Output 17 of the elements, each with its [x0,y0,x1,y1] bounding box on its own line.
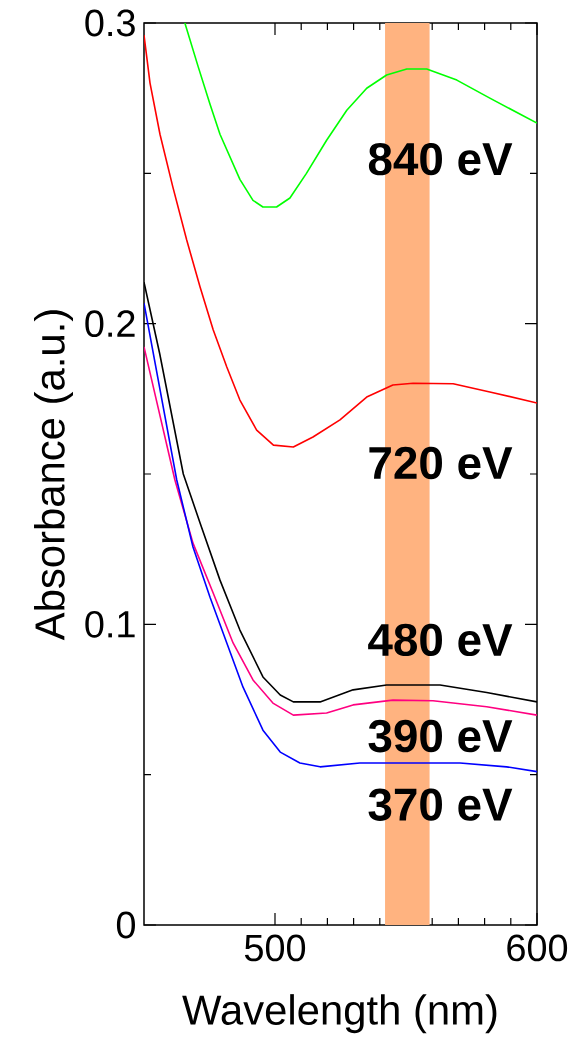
y-axis-title: Absorbance (a.u.) [34,310,73,641]
y-tick-label: 0.2 [85,310,135,338]
annotation: 370 eV [368,788,513,821]
annotation: 390 eV [368,719,513,753]
x-tick-label: 600 [507,934,568,962]
line-series [144,346,537,716]
annotation: 840 eV [368,142,513,176]
y-tick-label: 0 [116,911,135,939]
line-series [144,302,537,773]
x-axis-title: Wavelength (nm) [182,994,497,1034]
x-tick-label: 500 [244,934,306,962]
line-series [184,22,537,208]
annotation: 720 eV [369,446,513,480]
y-tick-label: 0.3 [85,9,135,37]
annotation: 480 eV [368,623,513,657]
line-series [144,34,537,448]
y-tick-label: 0.1 [85,610,135,638]
